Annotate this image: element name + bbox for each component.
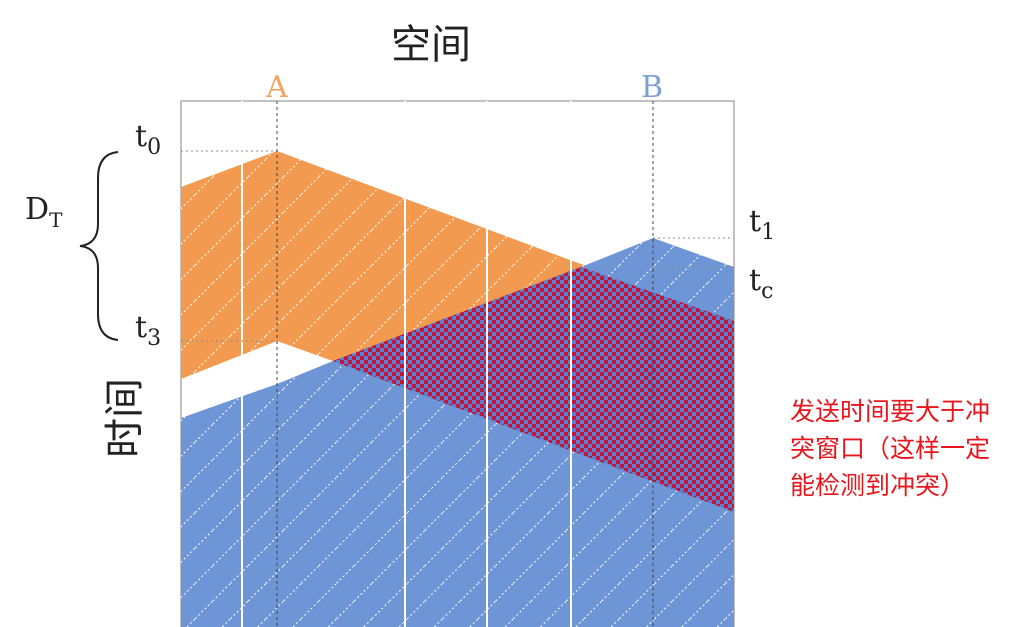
t1-label: t1 (749, 204, 775, 245)
station-b-label: B (641, 70, 663, 105)
t0-label: t0 (135, 119, 161, 160)
duration-brace (79, 151, 119, 341)
t3-label: t3 (135, 310, 161, 351)
tc-label: tc (749, 263, 773, 304)
station-a-label: A (265, 70, 288, 105)
duration-label: DT (25, 192, 63, 232)
note-text: 发送时间要大于冲突窗口（这样一定能检测到冲突） (790, 397, 991, 500)
space-axis-label: 空间 (391, 22, 471, 68)
collision-region (333, 267, 734, 512)
vertical-grid-lines (241, 101, 572, 627)
time-axis-label: 时间 (102, 378, 148, 458)
